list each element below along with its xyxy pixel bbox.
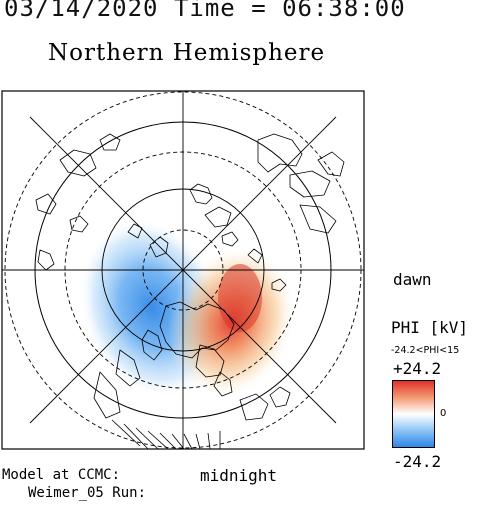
colorbar-range: -24.2<PHI<15 [391,345,460,356]
hemisphere-title: Northern Hemisphere [48,40,326,66]
datetime-title: 03/14/2020 Time = 06:38:00 [4,0,406,22]
colorbar [392,380,435,448]
colorbar-max-label: +24.2 [393,359,442,378]
colorbar-zero-label: 0 [440,408,447,419]
model-line: Model at CCMC: [2,467,121,483]
meridian-line [29,116,337,424]
dawn-label: dawn [393,270,432,289]
potential-pattern [79,218,297,399]
colorbar-title: PHI [kV] [391,318,469,337]
run-line: Weimer_05 Run: [28,485,147,501]
coastlines [35,133,345,421]
midnight-label: midnight [200,466,278,485]
boundary-grid [111,419,221,449]
colorbar-min-label: -24.2 [393,452,442,471]
